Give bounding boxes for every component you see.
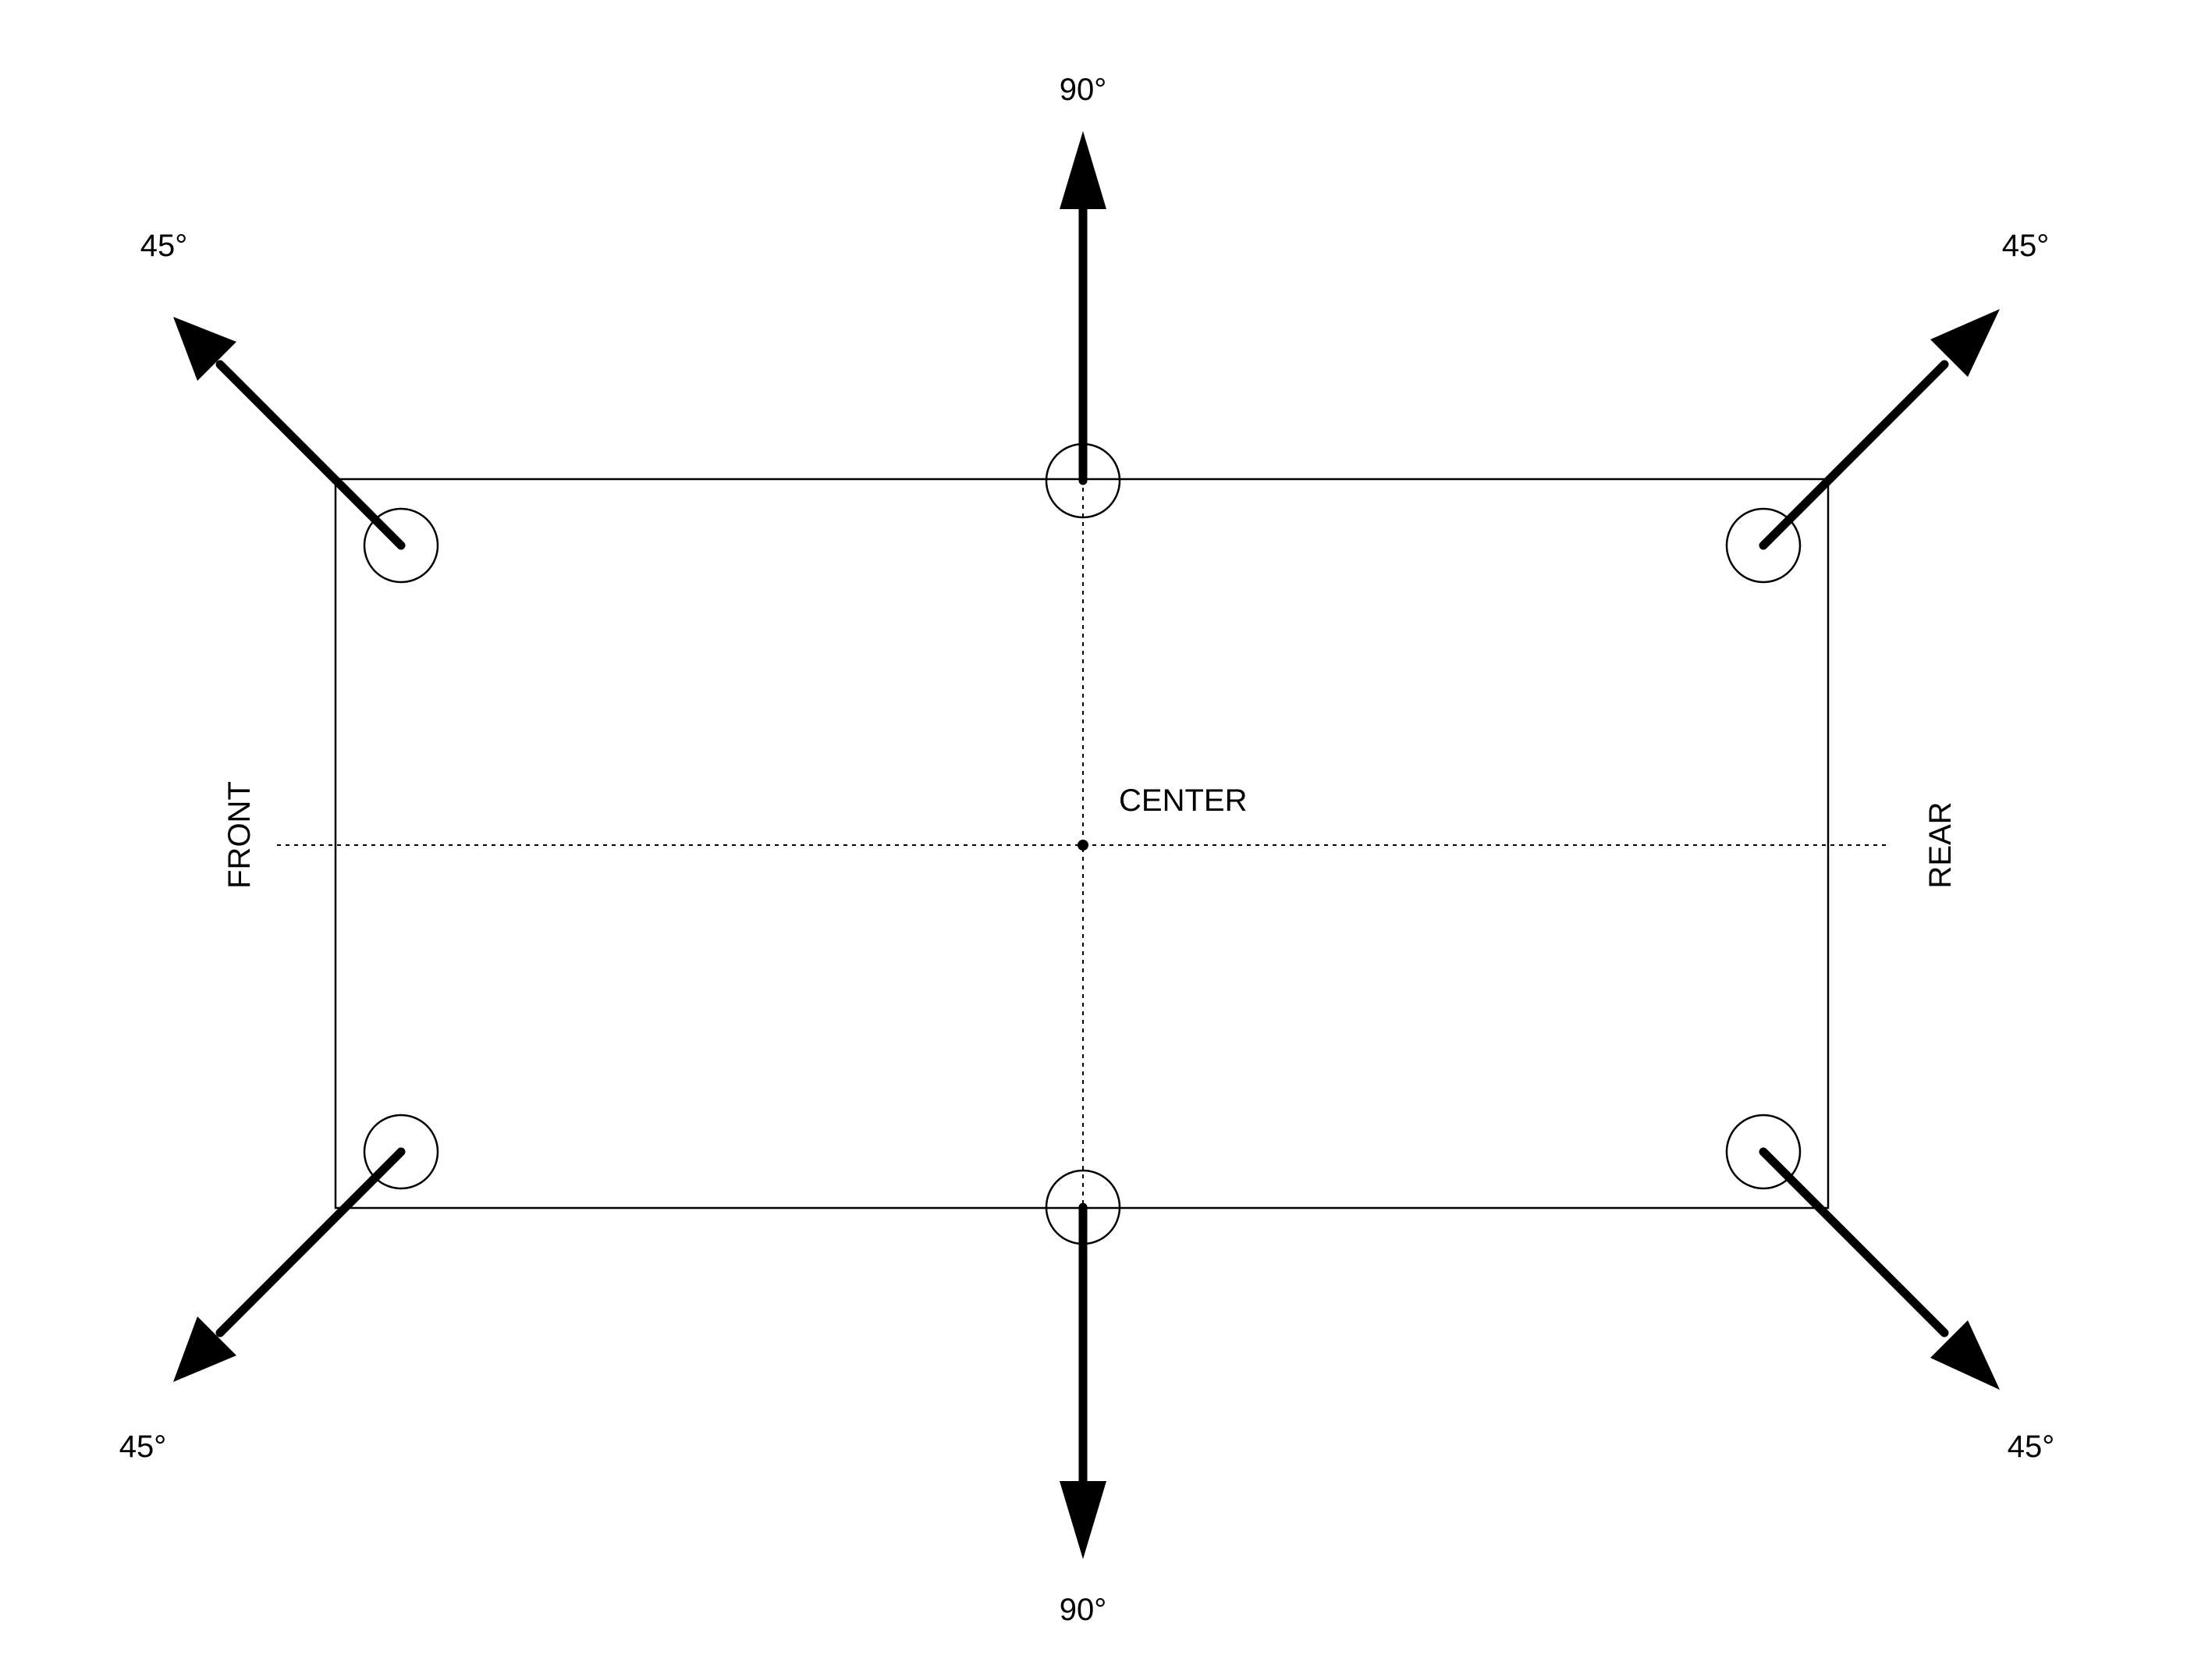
anchor-top-left — [363, 507, 439, 584]
arrow-shaft-top-right — [1759, 360, 1949, 550]
label-bottom-left-angle: 45° — [119, 1430, 167, 1464]
arrowhead-bottom-right — [1930, 1320, 2000, 1390]
arrowhead-bottom — [1060, 1481, 1106, 1559]
label-top-left-angle: 45° — [140, 229, 188, 263]
arrow-shaft-bottom-left — [215, 1147, 406, 1338]
arrowhead-top-left — [173, 317, 236, 381]
label-rear: REAR — [1923, 801, 1958, 888]
anchor-bottom-right — [1725, 1114, 1802, 1190]
arrowhead-top — [1060, 131, 1106, 209]
anchor-bottom-left — [363, 1114, 439, 1190]
label-bottom-right-angle: 45° — [2008, 1430, 2055, 1464]
arrowhead-bottom-left — [173, 1316, 236, 1382]
anchor-top-right — [1725, 507, 1802, 584]
label-top-right-angle: 45° — [2002, 229, 2050, 263]
label-top-angle: 90° — [1060, 73, 1107, 107]
label-front: FRONT — [222, 781, 257, 889]
label-center: CENTER — [1119, 783, 1247, 818]
arrow-shaft-bottom-right — [1759, 1147, 1949, 1338]
center-point — [1078, 840, 1088, 851]
arrow-shaft-top-left — [215, 360, 406, 550]
arrowhead-top-right — [1930, 309, 2000, 377]
label-bottom-angle: 90° — [1060, 1593, 1107, 1627]
